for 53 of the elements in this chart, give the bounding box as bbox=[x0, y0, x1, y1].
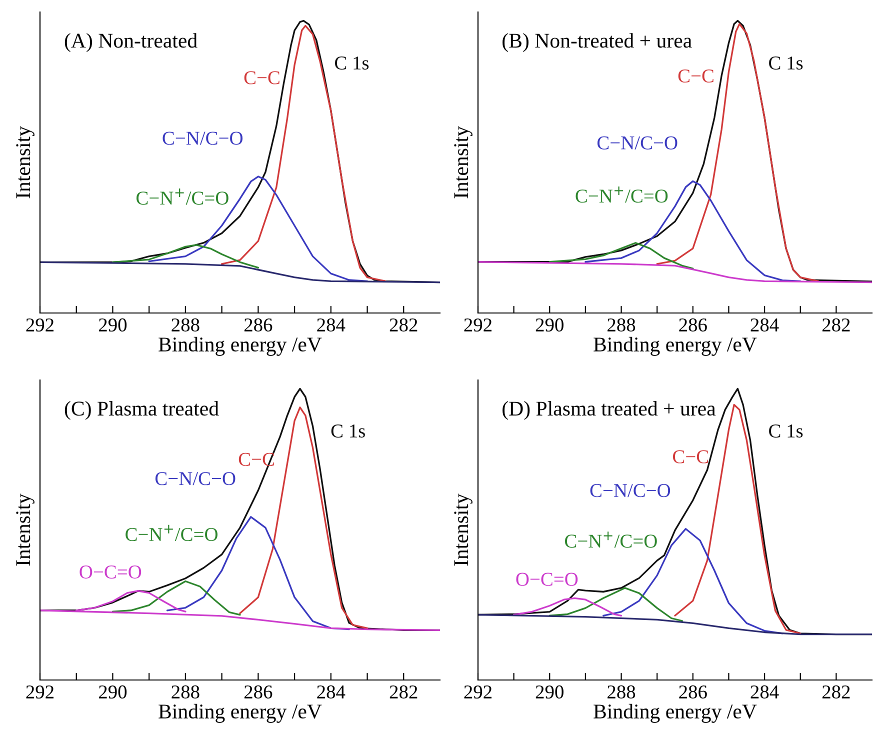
series-label: C 1s bbox=[769, 424, 803, 438]
series-label: C−C bbox=[678, 69, 714, 83]
x-axis-title: Binding energy /eV bbox=[158, 704, 322, 723]
series-label: C 1s bbox=[334, 56, 369, 70]
series-label: O−C=O bbox=[80, 566, 142, 579]
x-tick-label: 282 bbox=[822, 318, 850, 332]
text: (D) Plasma treated + urea bbox=[502, 401, 716, 420]
series-label: C−N/C−O bbox=[162, 132, 243, 145]
series-label: C−C bbox=[244, 71, 280, 84]
x-tick-label: 290 bbox=[99, 685, 127, 699]
text: C−N$^{+}$/C=O bbox=[126, 524, 218, 542]
x-tick-label: 286 bbox=[244, 685, 272, 699]
series-label: C 1s bbox=[331, 424, 365, 438]
x-tick-label: 286 bbox=[679, 318, 707, 332]
x-tick-label: 290 bbox=[99, 318, 127, 332]
x-tick-label: 292 bbox=[464, 685, 492, 699]
text: (B) Non-treated + urea bbox=[502, 33, 692, 52]
x-tick-label: 288 bbox=[608, 318, 636, 332]
x-tick-label: 284 bbox=[317, 318, 346, 332]
x-axis-title: Binding energy /eV bbox=[594, 704, 757, 723]
series-label: C−N/C−O bbox=[597, 136, 678, 150]
series-label: C 1s bbox=[769, 56, 803, 70]
x-axis-title: Binding energy /eV bbox=[594, 336, 757, 356]
series-label: C−C bbox=[672, 450, 708, 464]
x-tick-label: 288 bbox=[172, 685, 200, 699]
x-tick-label: 286 bbox=[244, 318, 272, 332]
x-tick-label: 290 bbox=[536, 685, 564, 699]
series-label: C−N/C−O bbox=[155, 472, 236, 486]
x-tick-label: 282 bbox=[390, 685, 418, 699]
x-tick-label: 284 bbox=[317, 685, 346, 699]
series-label: O−C=O bbox=[516, 572, 578, 586]
x-tick-label: 288 bbox=[608, 685, 636, 699]
x-tick-label: 292 bbox=[464, 318, 492, 332]
x-tick-label: 292 bbox=[26, 318, 54, 332]
y-axis-title: Intensity bbox=[454, 494, 472, 566]
y-axis-title: Intensity bbox=[16, 126, 34, 198]
text: (C) Plasma treated bbox=[64, 401, 219, 420]
x-tick-label: 282 bbox=[390, 318, 418, 332]
text: C−N$^{+}$/C=O bbox=[565, 532, 657, 548]
text: (A) Non-treated bbox=[64, 33, 198, 52]
text: C−N$^{+}$/C=O bbox=[136, 188, 228, 205]
series-label: C−N/C−O bbox=[590, 484, 670, 498]
y-axis-title: Intensity bbox=[16, 494, 34, 566]
x-tick-label: 284 bbox=[750, 318, 779, 332]
x-tick-label: 282 bbox=[822, 685, 850, 699]
x-tick-label: 292 bbox=[26, 685, 54, 699]
x-tick-label: 284 bbox=[750, 685, 779, 699]
x-tick-label: 290 bbox=[536, 318, 564, 332]
x-axis-title: Binding energy /eV bbox=[158, 336, 322, 356]
text: C−N$^{+}$/C=O bbox=[576, 186, 668, 203]
x-tick-label: 286 bbox=[679, 685, 707, 699]
x-tick-label: 288 bbox=[172, 318, 200, 332]
y-axis-title: Intensity bbox=[454, 126, 472, 198]
